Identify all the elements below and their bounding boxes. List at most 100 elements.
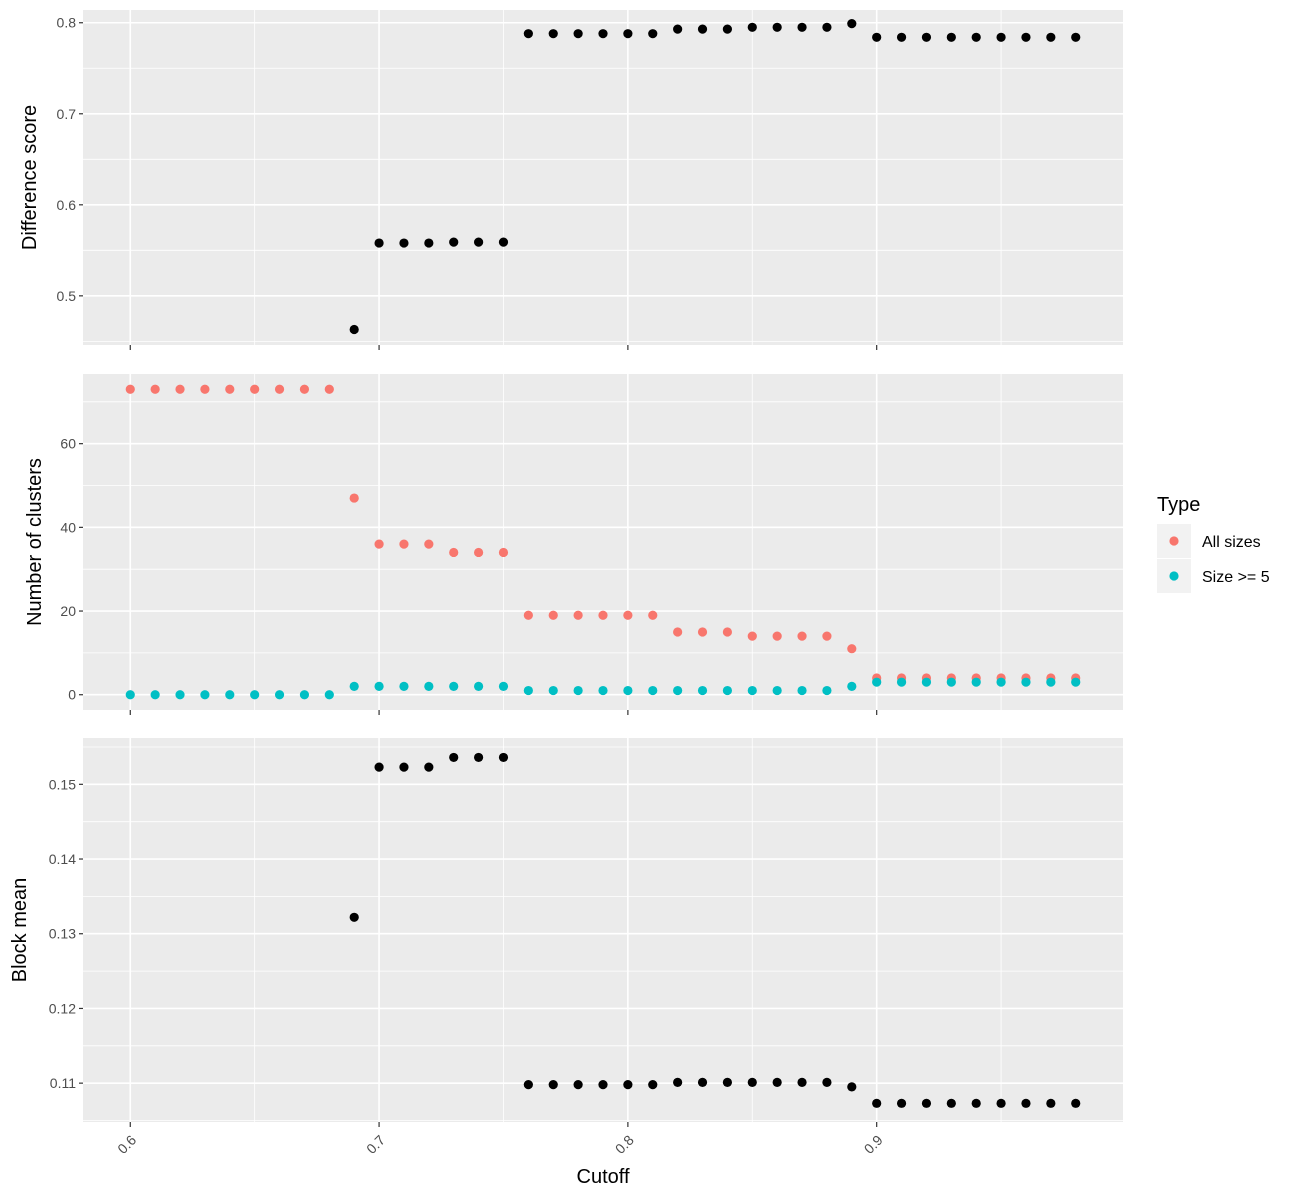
- data-point: [1046, 32, 1056, 42]
- data-point: [374, 539, 384, 549]
- data-point: [822, 631, 832, 641]
- data-point: [523, 29, 533, 39]
- x-tick-label: 0.8: [612, 1132, 637, 1157]
- x-axis-title: Cutoff: [577, 1166, 630, 1188]
- data-point: [772, 22, 782, 32]
- data-point: [822, 1077, 832, 1088]
- data-point: [250, 690, 260, 700]
- y-tick-label: 0.13: [49, 926, 76, 942]
- data-point: [399, 762, 409, 772]
- data-point: [747, 685, 757, 696]
- legend-key-2: [1169, 571, 1179, 581]
- chart-panels: 0.5 0.6 0.7 0.8 Difference score 0 20 40 60 Numbe…: [9, 10, 1123, 1157]
- data-point: [324, 384, 334, 394]
- data-point: [797, 631, 807, 641]
- data-point: [1046, 677, 1056, 687]
- data-point: [872, 1098, 882, 1108]
- data-point: [498, 681, 509, 691]
- data-point: [697, 627, 708, 637]
- panel-background: [83, 738, 1123, 1122]
- legend-key-1: [1169, 536, 1179, 546]
- data-point: [946, 32, 956, 42]
- y-tick-label: 40: [60, 519, 76, 535]
- panel-background: [83, 374, 1123, 710]
- data-point: [921, 1098, 932, 1108]
- data-point: [449, 752, 459, 763]
- data-point: [498, 237, 509, 247]
- data-point: [623, 685, 633, 696]
- data-point: [598, 610, 608, 620]
- data-point: [150, 690, 160, 700]
- data-point: [797, 685, 807, 696]
- data-point: [797, 22, 807, 32]
- data-point: [548, 685, 558, 696]
- data-point: [1021, 677, 1031, 687]
- data-point: [648, 29, 658, 39]
- data-point: [274, 384, 285, 394]
- data-point: [747, 1077, 757, 1088]
- data-point: [250, 384, 260, 394]
- data-point: [299, 384, 310, 394]
- data-point: [1071, 1098, 1081, 1108]
- data-point: [573, 685, 583, 696]
- data-point: [299, 690, 310, 700]
- data-point: [473, 237, 484, 247]
- data-point: [200, 690, 210, 700]
- y-axis-title: Block mean: [9, 878, 31, 983]
- data-point: [374, 238, 384, 248]
- data-point: [648, 610, 658, 620]
- data-point: [175, 384, 185, 394]
- data-point: [946, 677, 956, 687]
- data-point: [872, 32, 882, 42]
- data-point: [673, 627, 683, 637]
- data-point: [598, 1080, 608, 1090]
- data-point: [996, 677, 1006, 687]
- y-tick-label: 0.15: [49, 776, 76, 792]
- data-point: [946, 1098, 956, 1108]
- panel-3: 0.11 0.12 0.13 0.14 0.15 Block mean: [9, 738, 1123, 1127]
- data-point: [1021, 1098, 1031, 1108]
- y-tick-label: 0.8: [57, 15, 77, 31]
- data-point: [349, 912, 359, 922]
- data-point: [473, 752, 484, 763]
- data-point: [473, 547, 484, 558]
- y-axis-title: Number of clusters: [24, 458, 46, 626]
- data-point: [797, 1077, 807, 1088]
- x-tick-label: 0.9: [861, 1132, 886, 1157]
- data-point: [225, 384, 235, 394]
- data-point: [473, 681, 484, 691]
- series-1: [125, 384, 1081, 683]
- data-point: [150, 384, 160, 394]
- data-point: [523, 685, 533, 696]
- data-point: [921, 677, 932, 687]
- data-point: [921, 32, 932, 42]
- x-tick-label: 0.7: [363, 1132, 388, 1157]
- data-point: [847, 644, 857, 654]
- data-point: [623, 29, 633, 39]
- data-point: [896, 677, 907, 687]
- data-point: [598, 29, 608, 39]
- data-point: [424, 762, 434, 772]
- legend-label-2: Size >= 5: [1202, 569, 1270, 586]
- series-1: [349, 752, 1081, 1108]
- y-tick-label: 0.7: [57, 106, 77, 122]
- data-point: [498, 547, 509, 558]
- data-point: [374, 762, 384, 772]
- y-tick-label: 0.12: [49, 1000, 76, 1016]
- data-point: [648, 685, 658, 696]
- y-tick-label: 0.11: [50, 1075, 76, 1091]
- data-point: [648, 1080, 658, 1090]
- y-tick-label: 0: [68, 687, 76, 703]
- data-point: [1021, 32, 1031, 42]
- data-point: [847, 19, 857, 29]
- data-point: [1071, 677, 1081, 687]
- data-point: [498, 752, 509, 763]
- data-point: [747, 631, 757, 641]
- data-point: [722, 627, 733, 637]
- data-point: [449, 547, 459, 558]
- x-tick-label: 0.6: [114, 1132, 139, 1157]
- data-point: [424, 681, 434, 691]
- data-point: [523, 610, 533, 620]
- legend: Type All sizes Size >= 5: [1157, 494, 1270, 593]
- data-point: [424, 539, 434, 549]
